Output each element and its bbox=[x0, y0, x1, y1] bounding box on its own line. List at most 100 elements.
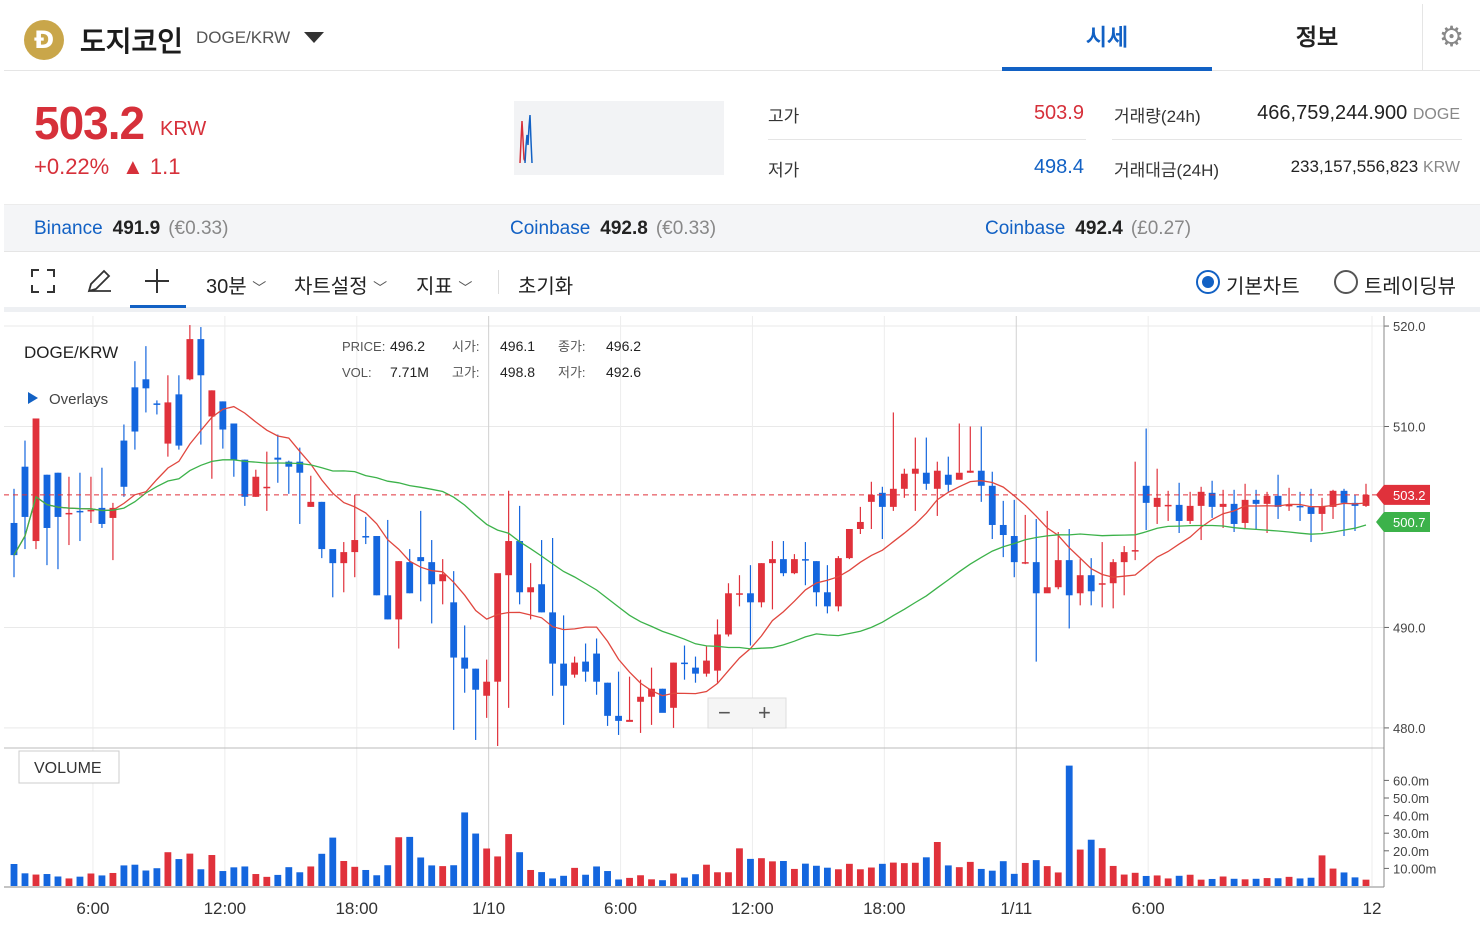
candle-body bbox=[999, 524, 1007, 536]
pencil-icon[interactable] bbox=[84, 266, 114, 296]
volume-bar bbox=[65, 878, 73, 886]
volume-value-group: 466,759,244.900 DOGE bbox=[1204, 102, 1460, 125]
reset-button[interactable]: 초기화 bbox=[518, 276, 574, 298]
candle-body bbox=[516, 541, 524, 593]
volume-bar bbox=[571, 867, 578, 886]
volume-bar bbox=[911, 862, 919, 886]
zoom-in-button[interactable]: + bbox=[758, 700, 771, 725]
fullscreen-icon[interactable] bbox=[28, 266, 58, 296]
coin-select-chevron-down-icon[interactable] bbox=[304, 32, 324, 43]
legend-low: 492.6 bbox=[606, 364, 641, 380]
price-chart-svg[interactable]: 520.0 510.0 490.0 480.0 6:00 12:00 18:00 1/10 6:… bbox=[4, 316, 1480, 922]
volume-bar bbox=[1076, 849, 1084, 886]
volume-bar bbox=[1219, 876, 1227, 886]
y-tick-label: 520.0 bbox=[1393, 319, 1426, 334]
volume-bar bbox=[1307, 877, 1315, 886]
active-tool-indicator bbox=[130, 305, 186, 308]
volume-bar bbox=[76, 876, 84, 886]
volume-bar bbox=[659, 880, 666, 886]
exchange-item[interactable]: Coinbase 492.8 (€0.33) bbox=[510, 218, 716, 240]
mini-chart-red-line bbox=[519, 120, 526, 164]
volume-bar bbox=[1296, 878, 1304, 886]
candle-body bbox=[670, 662, 677, 708]
zoom-out-button[interactable]: − bbox=[718, 700, 731, 725]
candle-body bbox=[560, 663, 568, 686]
candle-body bbox=[208, 390, 216, 417]
ma-price-tag-bg bbox=[1376, 511, 1430, 532]
volume-bar bbox=[1010, 873, 1018, 886]
volume-bar bbox=[1109, 865, 1117, 886]
volume-bar bbox=[802, 863, 809, 886]
candle-body bbox=[1109, 562, 1117, 584]
candle-body bbox=[1164, 504, 1172, 507]
indicators-dropdown[interactable]: 지표 ﹀ bbox=[416, 270, 472, 299]
legend-close-label: 종가: bbox=[558, 339, 586, 354]
basic-chart-radio[interactable] bbox=[1196, 270, 1220, 294]
volume-bar bbox=[834, 869, 842, 886]
volume-bar bbox=[362, 869, 370, 886]
volume-bar bbox=[1362, 879, 1370, 886]
candle-body bbox=[977, 470, 985, 486]
basic-chart-label[interactable]: 기본차트 bbox=[1226, 276, 1300, 298]
zoom-control: − + bbox=[707, 697, 787, 729]
candle-body bbox=[1307, 506, 1315, 514]
volume-bar bbox=[626, 877, 633, 886]
candle-body bbox=[32, 418, 40, 542]
candle-body bbox=[164, 402, 172, 444]
trading-view-radio[interactable] bbox=[1334, 270, 1358, 294]
candle-body bbox=[527, 587, 535, 593]
chart-settings-dropdown[interactable]: 차트설정 ﹀ bbox=[294, 270, 387, 299]
play-icon[interactable] bbox=[28, 392, 38, 404]
candle-body bbox=[538, 584, 546, 613]
volume-bar bbox=[285, 867, 293, 886]
volume-bar bbox=[131, 864, 139, 886]
current-price-tag-bg bbox=[1376, 484, 1430, 505]
candle-body bbox=[65, 512, 73, 515]
candle-body bbox=[714, 634, 721, 671]
volume-bar bbox=[999, 861, 1007, 886]
crosshair-icon[interactable] bbox=[142, 266, 172, 296]
legend-price: 496.2 bbox=[390, 338, 425, 354]
volume-bar bbox=[164, 852, 172, 886]
volume-bar bbox=[21, 873, 29, 886]
candle-body bbox=[1010, 536, 1018, 563]
volume-bar bbox=[428, 865, 436, 886]
volume-tick-label: 20.0m bbox=[1393, 844, 1429, 859]
volume-bar bbox=[1208, 878, 1216, 886]
volume-bar bbox=[955, 867, 963, 886]
candle-body bbox=[1362, 494, 1370, 506]
volume-bar bbox=[1098, 848, 1106, 886]
candle-body bbox=[1219, 503, 1227, 507]
candle-body bbox=[747, 593, 754, 603]
volume-bar bbox=[1065, 765, 1073, 886]
volume-bar bbox=[351, 866, 359, 886]
coin-pair: DOGE/KRW bbox=[196, 28, 291, 47]
amount-unit: KRW bbox=[1422, 159, 1460, 176]
candle-body bbox=[966, 470, 974, 473]
candle-body bbox=[615, 715, 622, 721]
candle-body bbox=[1230, 503, 1238, 524]
overlays-toggle[interactable]: Overlays bbox=[49, 391, 108, 408]
volume-bar bbox=[780, 861, 787, 886]
ma-long-line bbox=[13, 459, 1367, 650]
legend-open: 496.1 bbox=[500, 338, 535, 354]
y-tick-label: 510.0 bbox=[1393, 420, 1426, 435]
gear-icon[interactable]: ⚙ bbox=[1422, 4, 1480, 71]
tab-market[interactable]: 시세 bbox=[1002, 4, 1212, 71]
price-chart[interactable]: 520.0 510.0 490.0 480.0 6:00 12:00 18:00 1/10 6:… bbox=[4, 316, 1480, 922]
volume-bar bbox=[373, 875, 381, 886]
exchange-item[interactable]: Coinbase 492.4 (£0.27) bbox=[985, 218, 1191, 240]
volume-bar bbox=[1197, 879, 1205, 886]
volume-value: 466,759,244.900 bbox=[1257, 102, 1408, 124]
volume-bar bbox=[241, 866, 249, 886]
candle-body bbox=[373, 536, 381, 596]
doge-logo-icon: Đ bbox=[24, 20, 64, 60]
tab-info[interactable]: 정보 bbox=[1295, 24, 1339, 50]
volume-bar bbox=[1252, 878, 1260, 886]
candle-body bbox=[1296, 505, 1304, 508]
candle-body bbox=[1153, 497, 1161, 507]
trading-view-label[interactable]: 트레이딩뷰 bbox=[1364, 276, 1456, 298]
interval-dropdown[interactable]: 30분 ﹀ bbox=[206, 270, 266, 299]
exchange-item[interactable]: Binance 491.9 (€0.33) bbox=[34, 218, 228, 240]
volume-bar bbox=[900, 863, 908, 886]
